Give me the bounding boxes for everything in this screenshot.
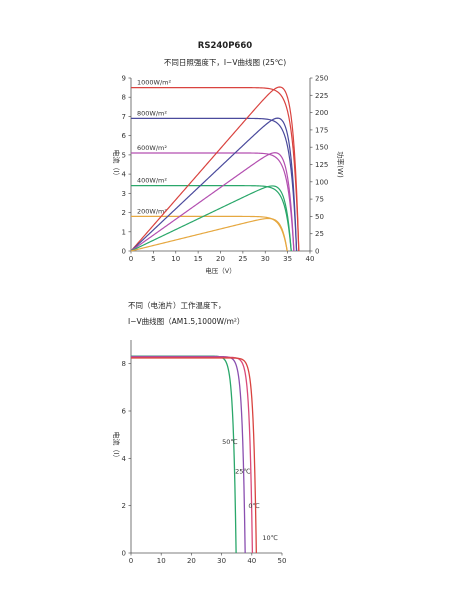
pv-curve-3 [130,185,292,252]
x-axis-label: 电压（V） [205,266,235,275]
x-tick-label: 50 [278,557,287,565]
y2-tick-label: 150 [315,144,328,152]
pv-curve-1 [130,117,298,252]
x-tick-label: 20 [216,255,225,263]
y-axis-label: 电流（I） [112,149,121,179]
y-tick-label: 2 [122,502,126,510]
iv-curve-1 [131,117,298,252]
y-tick-label: 6 [122,408,127,416]
y-tick-label: 4 [122,455,127,463]
y-tick-label: 6 [122,132,127,140]
temp-series-label: 0℃ [248,502,259,510]
iv-series-label: 800W/m² [137,109,167,117]
y2-tick-label: 200 [315,109,328,117]
pv-curve-4 [130,217,288,252]
temp-curve-0 [131,355,237,554]
y-tick-label: 2 [122,209,126,217]
y2-tick-label: 75 [315,196,324,204]
x-tick-label: 30 [261,255,270,263]
pv-curve-0 [130,86,300,252]
y-tick-label: 8 [122,360,126,368]
chart-title: RS240P660 [197,41,253,51]
iv-curve-4 [131,215,288,252]
iv-curve-3 [131,185,292,252]
y-tick-label: 5 [122,151,126,159]
iv-series-label: 600W/m² [137,144,167,152]
y-tick-label: 0 [122,550,126,558]
x-tick-label: 20 [187,557,196,565]
y2-tick-label: 100 [315,178,328,186]
y2-tick-label: 125 [315,161,328,169]
iv-series-label: 400W/m² [137,177,167,185]
x-tick-label: 10 [157,557,166,565]
x-tick-label: 25 [238,255,247,263]
y-tick-label: 1 [122,228,126,236]
x-tick-label: 5 [151,255,155,263]
iv-series-label: 200W/m² [137,207,167,215]
pv-curve-2 [130,152,295,252]
y-tick-label: 7 [122,113,126,121]
x-tick-label: 30 [217,557,226,565]
x-tick-label: 35 [283,255,292,263]
y2-axis-label: 功率(W) [336,151,345,178]
y-tick-label: 8 [122,94,126,102]
iv-curve-0 [131,87,300,252]
iv-curve-2 [131,152,295,252]
temp-series-label: 10℃ [262,534,278,542]
x-tick-label: 0 [129,557,133,565]
x-tick-label: 40 [306,255,315,263]
chart-subtitle: 不同日照强度下，I−V曲线图 (25℃) [163,58,287,67]
temp-curve-1 [131,355,246,554]
x-tick-label: 0 [129,255,133,263]
y-tick-label: 0 [122,248,126,256]
y2-tick-label: 25 [315,230,324,238]
y-tick-label: 3 [122,190,126,198]
y2-tick-label: 0 [315,248,319,256]
x-tick-label: 10 [171,255,180,263]
temp-series-label: 50℃ [222,438,238,446]
y2-tick-label: 250 [315,75,328,83]
x-tick-label: 40 [247,557,256,565]
chart2-title-line2: I−V曲线图（AM1.5,1000W/m²） [128,317,245,326]
temp-curve-3 [131,357,257,554]
y2-tick-label: 175 [315,126,328,134]
y2-tick-label: 50 [315,213,324,221]
chart2-title-line1: 不同（电池片）工作温度下， [128,301,226,310]
y2-tick-label: 225 [315,92,328,100]
x-tick-label: 15 [194,255,203,263]
y-tick-label: 9 [122,75,126,83]
temp-series-label: 25℃ [235,468,251,476]
y-axis-label: 电流（I） [112,431,121,461]
y-tick-label: 4 [122,171,127,179]
iv-series-label: 1000W/m² [137,79,171,87]
